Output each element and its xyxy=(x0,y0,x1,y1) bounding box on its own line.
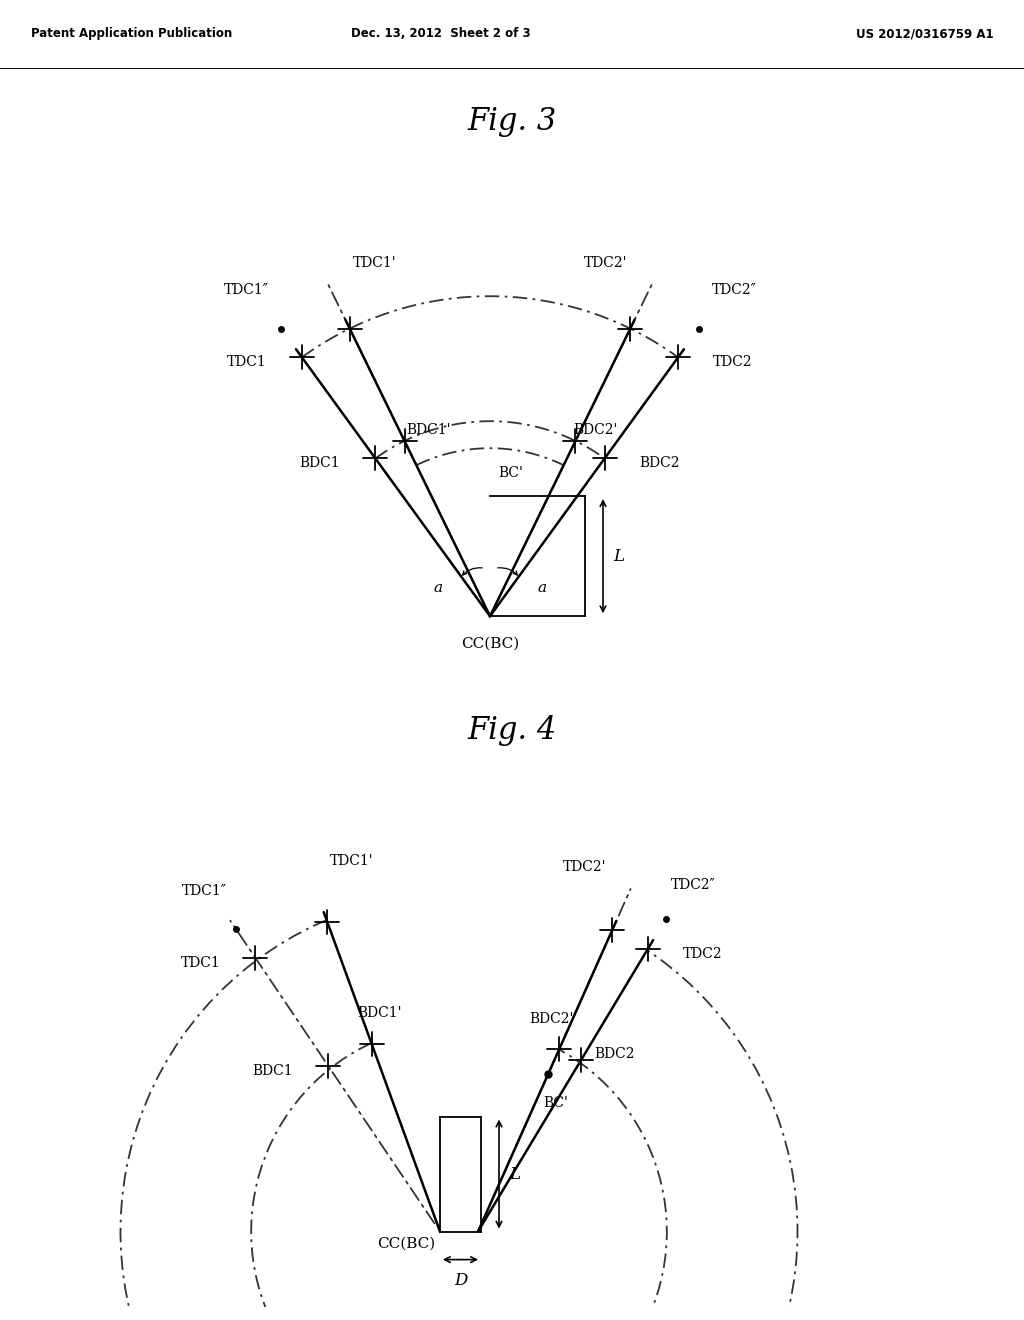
Text: Fig. 4: Fig. 4 xyxy=(467,714,557,746)
Text: BDC1: BDC1 xyxy=(253,1064,293,1078)
Text: L: L xyxy=(509,1166,520,1183)
Text: TDC1″: TDC1″ xyxy=(223,284,268,297)
Text: D: D xyxy=(454,1271,467,1288)
Text: BDC2: BDC2 xyxy=(640,457,680,470)
Text: TDC1: TDC1 xyxy=(227,355,267,370)
Text: TDC1: TDC1 xyxy=(180,956,220,970)
Text: Fig. 3: Fig. 3 xyxy=(467,106,557,137)
Text: Patent Application Publication: Patent Application Publication xyxy=(31,28,232,41)
Text: TDC2: TDC2 xyxy=(683,946,723,961)
Text: BDC2': BDC2' xyxy=(573,422,618,437)
Text: BDC1': BDC1' xyxy=(357,1006,401,1020)
Text: US 2012/0316759 A1: US 2012/0316759 A1 xyxy=(856,28,993,41)
Text: L: L xyxy=(613,548,624,565)
Text: a: a xyxy=(433,581,442,595)
Text: CC(BC): CC(BC) xyxy=(377,1237,435,1250)
Text: BC': BC' xyxy=(498,466,523,480)
Text: TDC2″: TDC2″ xyxy=(671,879,716,892)
Text: TDC1″: TDC1″ xyxy=(181,883,226,898)
Text: BDC1': BDC1' xyxy=(407,422,451,437)
Text: a: a xyxy=(538,581,547,595)
Text: CC(BC): CC(BC) xyxy=(461,636,519,651)
Text: TDC1': TDC1' xyxy=(352,256,396,271)
Text: TDC2: TDC2 xyxy=(713,355,753,370)
Text: TDC1': TDC1' xyxy=(330,854,374,867)
Text: Dec. 13, 2012  Sheet 2 of 3: Dec. 13, 2012 Sheet 2 of 3 xyxy=(350,28,530,41)
Text: TDC2': TDC2' xyxy=(563,861,606,874)
Text: BDC2: BDC2 xyxy=(594,1047,635,1061)
Text: BDC1: BDC1 xyxy=(300,457,340,470)
Text: TDC2': TDC2' xyxy=(584,256,628,271)
Text: BDC2': BDC2' xyxy=(529,1012,573,1026)
Text: TDC2″: TDC2″ xyxy=(712,284,757,297)
Text: BC': BC' xyxy=(543,1097,568,1110)
